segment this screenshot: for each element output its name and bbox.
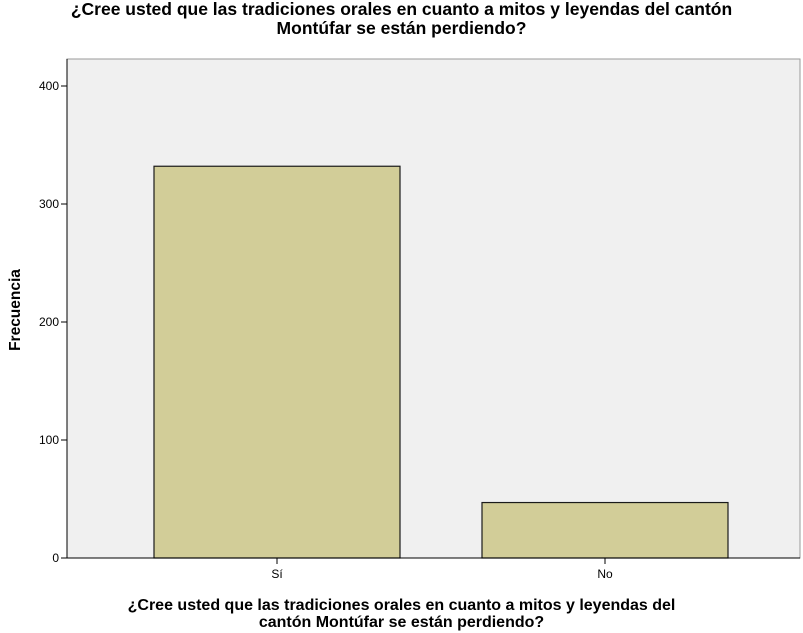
bar-1 <box>481 501 729 559</box>
y-tick-label-1: 100 <box>39 433 59 447</box>
bar-0 <box>153 165 401 559</box>
y-axis-label: Frecuencia <box>7 269 24 351</box>
chart-title-line-1: ¿Cree usted que las tradiciones orales e… <box>70 0 733 19</box>
y-tick-label-3: 300 <box>39 197 59 211</box>
x-tick-label-1: No <box>597 567 613 581</box>
x-axis-label-line-1: ¿Cree usted que las tradiciones orales e… <box>127 597 676 614</box>
y-tick-label-0: 0 <box>52 551 59 565</box>
y-tick-label-4: 400 <box>39 79 59 93</box>
x-axis-label-line-2: cantón Montúfar se están perdiendo? <box>258 614 545 631</box>
x-axis-label: ¿Cree usted que las tradiciones orales e… <box>0 597 803 631</box>
y-tick-label-2: 200 <box>39 315 59 329</box>
x-tick-label-0: Sí <box>271 567 283 581</box>
chart-title: ¿Cree usted que las tradiciones orales e… <box>0 0 803 38</box>
chart-title-line-2: Montúfar se están perdiendo? <box>276 18 527 38</box>
